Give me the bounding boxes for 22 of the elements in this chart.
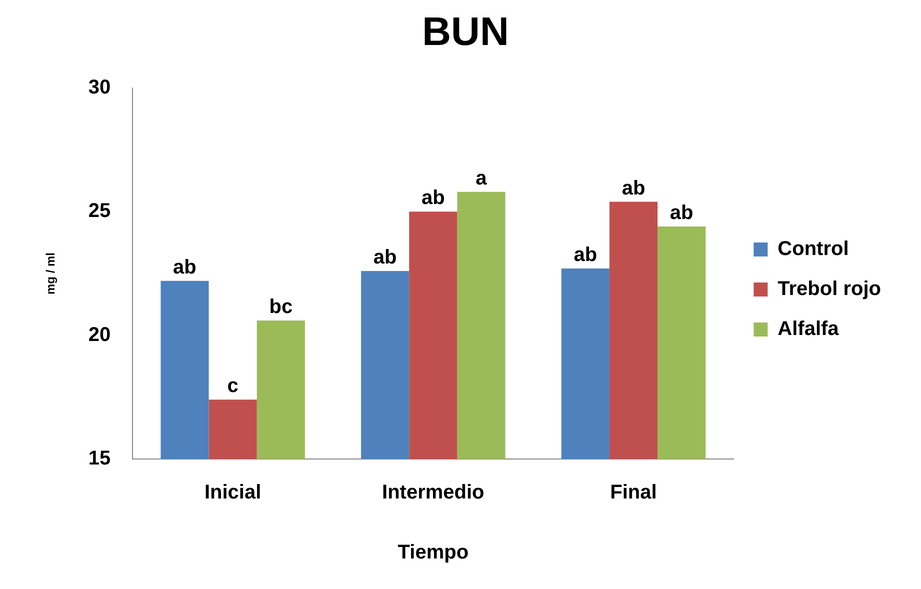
data-label: a	[476, 167, 488, 190]
y-tick-label: 15	[88, 448, 111, 470]
legend-label: Alfalfa	[778, 318, 840, 340]
data-label: ab	[574, 244, 598, 266]
data-label: ab	[622, 177, 646, 200]
data-label: ab	[670, 202, 694, 224]
data-label: c	[227, 375, 238, 398]
chart-title: BUN	[422, 10, 509, 54]
data-label: ab	[421, 187, 445, 210]
data-label: bc	[269, 296, 293, 318]
y-tick-label: 20	[88, 324, 111, 346]
legend-label: Control	[778, 238, 849, 260]
x-axis-title: Tiempo	[398, 542, 469, 564]
data-label: ab	[373, 246, 397, 269]
x-tick-label: Final	[610, 482, 657, 504]
y-tick-label: 30	[88, 76, 111, 99]
y-tick-label: 25	[88, 200, 111, 222]
data-label: ab	[173, 256, 196, 278]
x-tick-label: Inicial	[204, 482, 262, 504]
legend-label: Trebol rojo	[778, 278, 882, 300]
y-axis-title: mg / ml	[44, 252, 58, 295]
x-tick-label: Intermedio	[382, 482, 484, 504]
